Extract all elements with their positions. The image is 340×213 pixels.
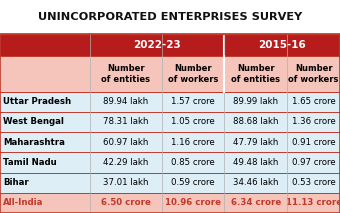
Text: 1.65 crore: 1.65 crore — [292, 97, 336, 106]
Text: 88.68 lakh: 88.68 lakh — [233, 117, 278, 127]
Text: Number
of workers: Number of workers — [168, 64, 218, 84]
Text: 78.31 lakh: 78.31 lakh — [103, 117, 149, 127]
Text: 10.96 crore: 10.96 crore — [165, 198, 221, 207]
Text: Number
of entities: Number of entities — [101, 64, 150, 84]
Text: 89.94 lakh: 89.94 lakh — [103, 97, 149, 106]
Text: West Bengal: West Bengal — [3, 117, 64, 127]
Text: 49.48 lakh: 49.48 lakh — [233, 158, 278, 167]
Text: 42.29 lakh: 42.29 lakh — [103, 158, 149, 167]
Text: 6.34 crore: 6.34 crore — [231, 198, 281, 207]
Text: 34.46 lakh: 34.46 lakh — [233, 178, 278, 187]
Bar — [0, 34, 90, 56]
Text: 6.50 crore: 6.50 crore — [101, 198, 151, 207]
Bar — [0, 34, 340, 56]
Text: 1.16 crore: 1.16 crore — [171, 138, 215, 147]
Bar — [0, 152, 340, 173]
Bar — [0, 173, 340, 193]
Text: 1.36 crore: 1.36 crore — [292, 117, 336, 127]
Text: Number
of workers: Number of workers — [288, 64, 339, 84]
Text: Uttar Pradesh: Uttar Pradesh — [3, 97, 71, 106]
Text: 0.59 crore: 0.59 crore — [171, 178, 215, 187]
Bar — [162, 56, 224, 92]
Text: 0.97 crore: 0.97 crore — [292, 158, 336, 167]
Bar — [0, 56, 340, 92]
Text: 0.91 crore: 0.91 crore — [292, 138, 336, 147]
Text: 2015-16: 2015-16 — [258, 40, 306, 50]
Text: Bihar: Bihar — [3, 178, 29, 187]
Bar — [0, 56, 90, 92]
Text: 47.79 lakh: 47.79 lakh — [233, 138, 278, 147]
Text: 0.53 crore: 0.53 crore — [292, 178, 336, 187]
Bar — [0, 193, 340, 213]
Text: 0.85 crore: 0.85 crore — [171, 158, 215, 167]
Text: 1.05 crore: 1.05 crore — [171, 117, 215, 127]
Bar — [0, 34, 340, 213]
Text: 37.01 lakh: 37.01 lakh — [103, 178, 149, 187]
Bar — [90, 56, 162, 92]
Text: 1.57 crore: 1.57 crore — [171, 97, 215, 106]
Bar — [224, 56, 287, 92]
Text: All-India: All-India — [3, 198, 44, 207]
Bar — [0, 92, 340, 112]
Bar — [0, 112, 340, 132]
Text: Number
of entities: Number of entities — [231, 64, 280, 84]
Text: UNINCORPORATED ENTERPRISES SURVEY: UNINCORPORATED ENTERPRISES SURVEY — [38, 12, 302, 22]
Text: 89.99 lakh: 89.99 lakh — [233, 97, 278, 106]
Bar — [0, 0, 340, 34]
Text: 2022-23: 2022-23 — [133, 40, 181, 50]
Text: 11.13 crore: 11.13 crore — [286, 198, 340, 207]
Bar — [287, 56, 340, 92]
Text: Tamil Nadu: Tamil Nadu — [3, 158, 57, 167]
Bar — [0, 132, 340, 152]
Text: 60.97 lakh: 60.97 lakh — [103, 138, 149, 147]
Text: Maharashtra: Maharashtra — [3, 138, 65, 147]
